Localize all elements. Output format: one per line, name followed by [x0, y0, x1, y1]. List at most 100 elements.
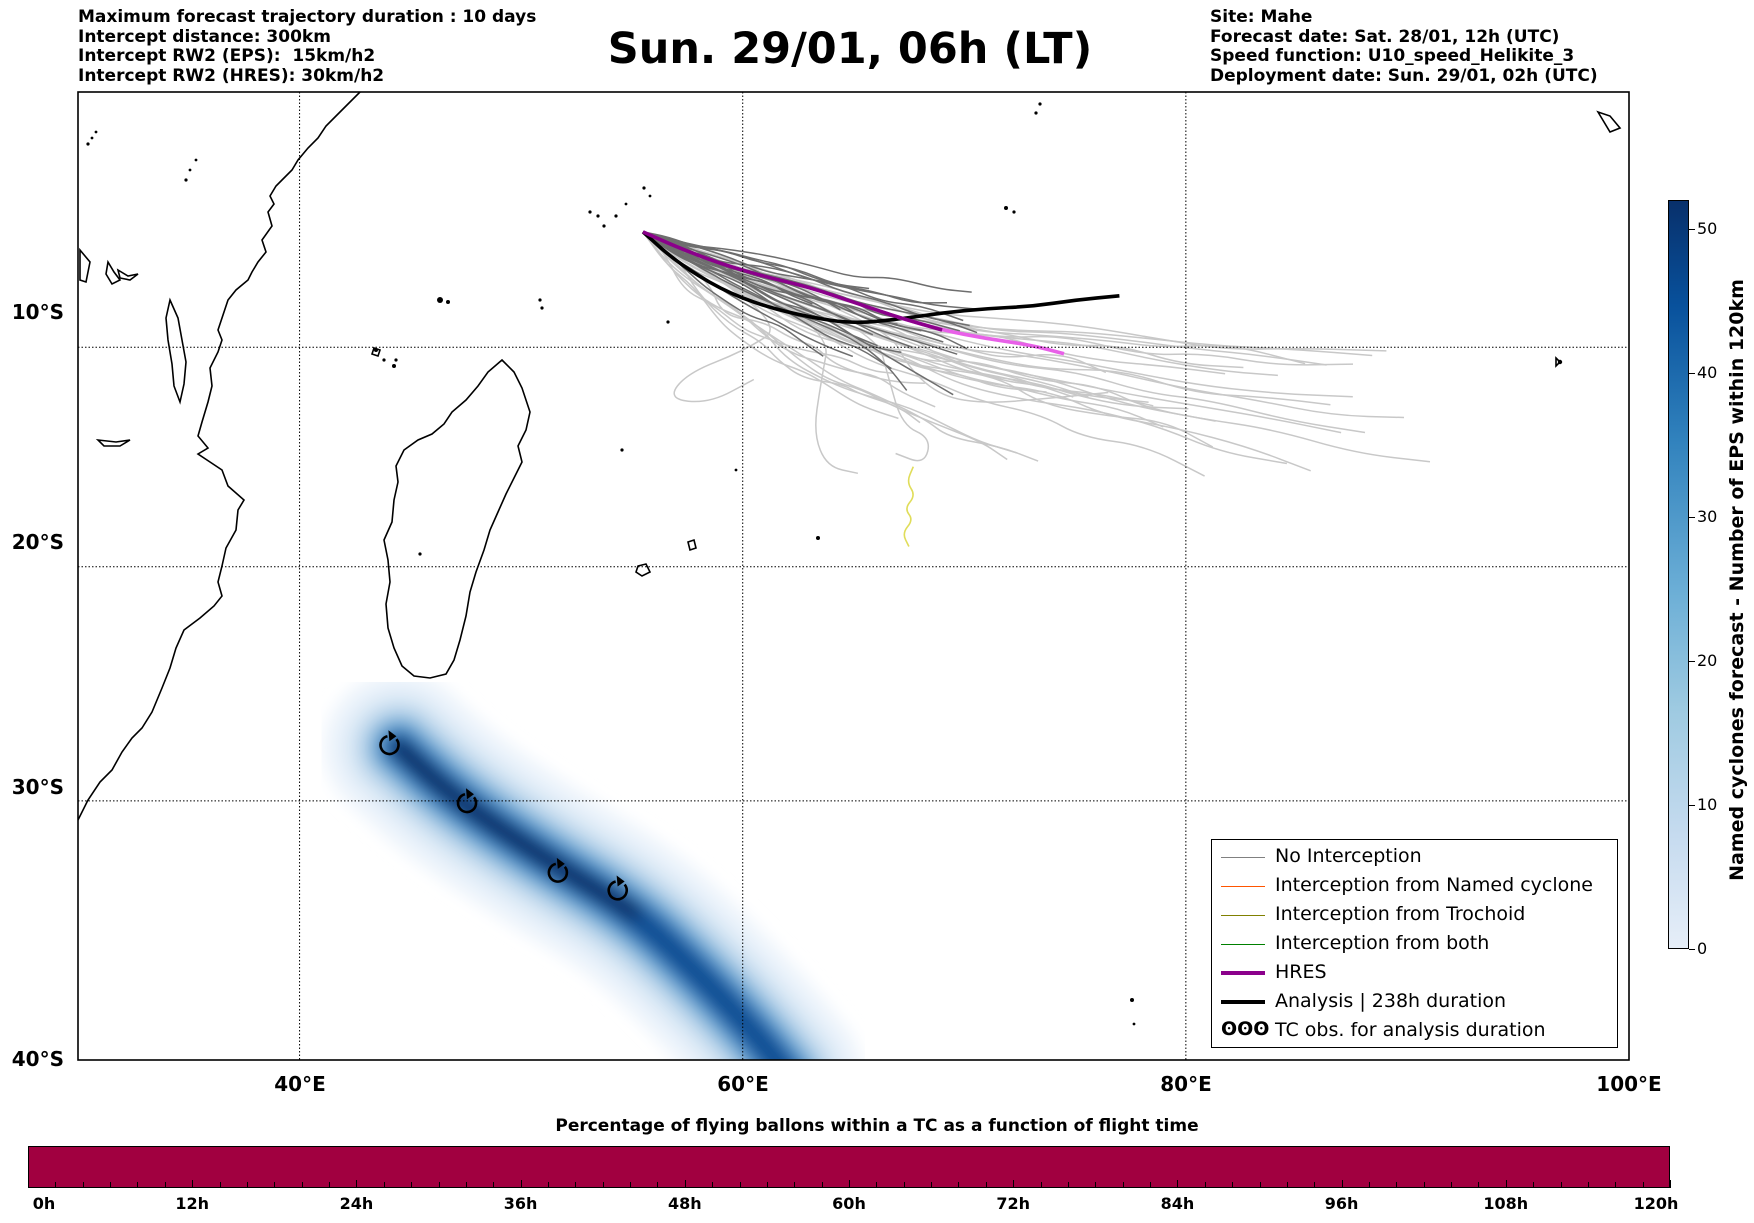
tc-observations: [379, 730, 628, 901]
flight-time-tick: [1341, 1180, 1343, 1188]
flight-time-tick: [1478, 1182, 1480, 1188]
flight-time-tick: [1013, 1180, 1015, 1188]
legend-item-named-cyclone: Interception from Named cyclone: [1212, 873, 1617, 899]
colorbar-tick-label: 50: [1697, 218, 1718, 238]
flight-time-tick-label: 120h: [1633, 1194, 1679, 1213]
flight-time-tick: [1177, 1180, 1179, 1188]
flight-time-tick: [876, 1182, 878, 1188]
legend-item-analysis: Analysis | 238h duration: [1212, 989, 1617, 1015]
legend-label: Interception from both: [1275, 932, 1490, 954]
flight-time-tick: [1423, 1182, 1425, 1188]
comoros-island: [370, 346, 382, 358]
lake-tanganyika: [105, 259, 122, 286]
legend-label: Interception from Named cyclone: [1275, 874, 1593, 896]
colorbar-tick: [1689, 660, 1695, 662]
colorbar-tick: [1689, 228, 1695, 230]
ensemble-trajectory: [642, 231, 1311, 472]
lake-malawi: [165, 297, 187, 405]
flight-time-tick: [1314, 1182, 1316, 1188]
flight-time-tick: [28, 1180, 29, 1188]
flight-time-tick-label: 84h: [1160, 1194, 1195, 1213]
lat-label-30s: 30°S: [11, 775, 64, 799]
flight-time-tick: [1067, 1182, 1069, 1188]
flight-time-tick-label: 72h: [996, 1194, 1031, 1213]
colorbar-tick: [1689, 949, 1695, 950]
flight-time-tick: [329, 1182, 331, 1188]
legend-swatch: [1221, 857, 1265, 858]
header-left: Maximum forecast trajectory duration : 1…: [78, 7, 536, 86]
flight-time-tick: [1642, 1182, 1644, 1188]
flight-time-tick: [739, 1182, 741, 1188]
legend-label: No Interception: [1275, 845, 1422, 867]
legend-label: Interception from Trochoid: [1275, 903, 1526, 925]
hres-trajectory: [642, 230, 943, 332]
flight-time-tick: [1095, 1182, 1097, 1188]
legend-swatch: [1221, 944, 1265, 945]
ensemble-trajectory-no-interception: [642, 231, 898, 325]
lat-label-40s: 40°S: [11, 1047, 64, 1071]
ensemble-trajectory: [642, 231, 1189, 410]
ensemble-trajectory: [642, 231, 771, 403]
flight-time-tick: [931, 1182, 933, 1188]
flight-time-tick: [657, 1182, 659, 1188]
flight-time-tick: [903, 1182, 905, 1188]
flight-time-tick: [411, 1182, 413, 1188]
flight-time-tick-label: 0h: [32, 1194, 56, 1213]
legend-label: Analysis | 238h duration: [1275, 990, 1507, 1012]
ensemble-trajectory: [642, 231, 1008, 461]
legend-item-tc-obs: ʘʘʘ TC obs. for analysis duration: [1212, 1018, 1617, 1044]
flight-time-tick: [493, 1182, 495, 1188]
flight-time-tick: [766, 1182, 768, 1188]
cyclone-density-plume: [324, 672, 861, 1060]
flight-time-tick: [1560, 1182, 1562, 1188]
flight-time-tick: [1615, 1182, 1617, 1188]
colorbar-tick-label: 40: [1697, 362, 1718, 382]
colorbar-tick-label: 30: [1697, 506, 1718, 526]
flight-time-tick: [821, 1182, 823, 1188]
flight-time-tick: [137, 1182, 139, 1188]
flight-time-tick: [383, 1182, 385, 1188]
flight-time-tick: [438, 1182, 440, 1188]
colorbar-tick: [1689, 516, 1695, 518]
flight-time-tick: [1368, 1182, 1370, 1188]
header-line: Intercept RW2 (EPS): 15km/h2: [78, 46, 376, 66]
ensemble-trajectory: [642, 231, 1354, 366]
ensemble-trajectory-no-interception: [642, 231, 954, 396]
flight-time-tick-label: 24h: [339, 1194, 374, 1213]
flight-time-tick-label: 96h: [1324, 1194, 1359, 1213]
colorbar-tick-label: 20: [1697, 650, 1718, 670]
flight-time-tick: [1533, 1182, 1535, 1188]
lat-label-10s: 10°S: [11, 300, 64, 324]
flight-time-tick: [849, 1180, 850, 1188]
reunion-island: [687, 538, 697, 552]
legend-label: TC obs. for analysis duration: [1275, 1019, 1546, 1041]
flight-time-tick: [55, 1182, 57, 1188]
flight-time-tick: [794, 1182, 796, 1188]
flight-time-tick: [547, 1182, 549, 1188]
header-line: Forecast date: Sat. 28/01, 12h (UTC): [1210, 26, 1560, 47]
flight-time-tick: [465, 1182, 467, 1188]
map-legend: No Interception Interception from Named …: [1211, 839, 1618, 1048]
lake-kariba: [95, 438, 131, 447]
small-islands: [86, 102, 1563, 1026]
mauritius-island: [635, 563, 652, 577]
flight-time-tick: [110, 1182, 112, 1188]
flight-time-tick: [274, 1182, 276, 1188]
colorbar-tick-label: 10: [1697, 794, 1718, 814]
flight-time-tick: [1286, 1182, 1288, 1188]
socotra-island: [1596, 110, 1622, 133]
lat-label-20s: 20°S: [11, 530, 64, 554]
chagos-island: [1555, 356, 1562, 368]
tc-obs-marker: [456, 788, 478, 814]
flight-time-tick: [712, 1182, 714, 1188]
header-line: Site: Mahe: [1210, 7, 1313, 27]
legend-item-no-interception: No Interception: [1212, 844, 1617, 870]
flight-time-tick: [1587, 1182, 1589, 1188]
flight-time-tick: [1150, 1182, 1152, 1188]
lake-victoria: [79, 247, 91, 284]
header-line: Deployment date: Sun. 29/01, 02h (UTC): [1210, 65, 1598, 86]
legend-item-both: Interception from both: [1212, 931, 1617, 957]
ensemble-trajectory-no-interception: [642, 231, 978, 334]
flight-time-tick: [985, 1182, 987, 1188]
flight-time-tick: [1451, 1182, 1453, 1188]
